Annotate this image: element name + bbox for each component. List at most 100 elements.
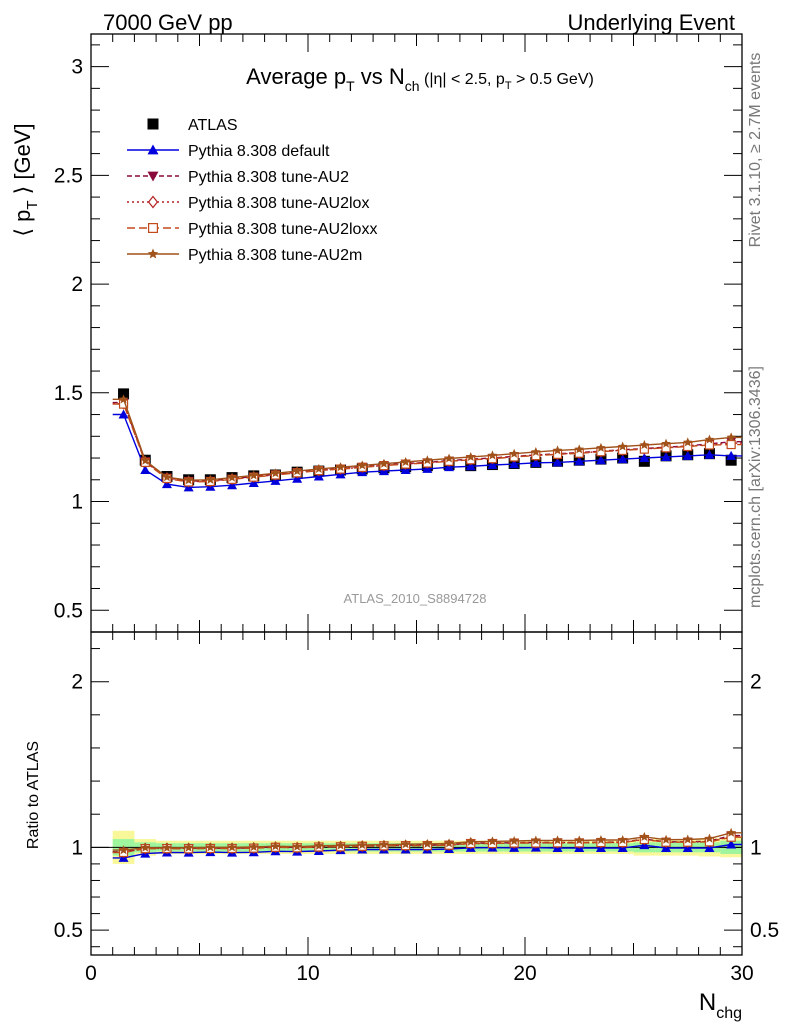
main-series-group bbox=[112, 388, 742, 492]
mcplots-label: mcplots.cern.ch [arXiv:1306.3436] bbox=[747, 366, 764, 608]
main-y-tick-label: 2.5 bbox=[54, 164, 83, 187]
ratio-point-AU2m bbox=[292, 841, 302, 851]
main-point-default bbox=[487, 459, 498, 469]
svg-text:Ratio to ATLAS: Ratio to ATLAS bbox=[25, 741, 42, 849]
ratio-point-AU2m bbox=[162, 842, 172, 852]
main-y-tick-label: 1.5 bbox=[54, 382, 83, 405]
legend-label: Pythia 8.308 tune-AU2m bbox=[188, 247, 362, 264]
main-point-AU2m bbox=[227, 472, 237, 482]
main-point-AU2m bbox=[379, 458, 389, 468]
ratio-point-AU2m bbox=[205, 842, 216, 852]
x-tick-label: 10 bbox=[296, 962, 319, 985]
main-point-AU2m bbox=[118, 394, 129, 404]
main-x-ticks bbox=[90, 34, 743, 632]
svg-text:⟨ pT ⟩ [GeV]: ⟨ pT ⟩ [GeV] bbox=[10, 123, 41, 236]
legend-item-AU2loxx: Pythia 8.308 tune-AU2loxx bbox=[127, 221, 377, 238]
legend-item-AU2lox: Pythia 8.308 tune-AU2lox bbox=[127, 195, 369, 212]
ratio-point-AU2m bbox=[314, 840, 324, 850]
legend-label: Pythia 8.308 tune-AU2 bbox=[188, 169, 349, 186]
main-panel: 0.5 1 1.5 2 2.5 3 Average pT vs Nch (|η| < 2.… bbox=[10, 33, 743, 633]
ratio-y-tick-label-right: 0.5 bbox=[750, 919, 779, 942]
x-tick-label: 20 bbox=[513, 962, 536, 985]
ratio-point-AU2m bbox=[596, 835, 606, 845]
main-y-tick-label: 1 bbox=[71, 491, 83, 514]
main-point-ATLAS bbox=[118, 388, 130, 400]
ratio-point-AU2m bbox=[465, 836, 476, 846]
main-point-AU2m bbox=[487, 450, 498, 460]
main-point-AU2m bbox=[574, 444, 585, 454]
legend-item-default: Pythia 8.308 default bbox=[127, 143, 330, 160]
ratio-point-AU2m bbox=[444, 838, 454, 848]
main-point-AU2m bbox=[639, 439, 650, 450]
main-y-axis-label: ⟨ pT ⟩ [GeV] bbox=[10, 123, 41, 236]
main-point-default bbox=[509, 459, 520, 469]
main-point-AU2m bbox=[205, 474, 216, 484]
main-point-AU2m bbox=[248, 470, 259, 480]
main-point-AU2m bbox=[661, 438, 671, 448]
main-point-default bbox=[574, 456, 585, 466]
ratio-point-default bbox=[726, 839, 737, 849]
main-point-default bbox=[595, 455, 606, 465]
legend-label: Pythia 8.308 default bbox=[188, 143, 330, 160]
ratio-frame bbox=[90, 631, 743, 956]
main-point-default bbox=[617, 454, 628, 464]
header-left: 7000 GeV pp bbox=[103, 10, 233, 35]
main-point-AU2m bbox=[400, 456, 411, 466]
legend-marker bbox=[147, 118, 159, 130]
main-point-default bbox=[726, 450, 737, 460]
main-point-AU2loxx bbox=[704, 440, 715, 450]
header-right: Underlying Event bbox=[567, 10, 735, 35]
main-point-default bbox=[118, 409, 129, 419]
main-point-AU2m bbox=[552, 445, 563, 455]
legend-marker bbox=[147, 171, 159, 182]
ratio-point-AU2m bbox=[183, 842, 194, 852]
ratio-point-AU2m bbox=[639, 831, 650, 841]
main-point-AU2m bbox=[140, 455, 151, 465]
main-point-AU2m bbox=[617, 441, 628, 451]
main-point-AU2m bbox=[726, 432, 736, 442]
main-point-AU2m bbox=[162, 472, 172, 482]
main-point-AU2m bbox=[596, 442, 606, 452]
main-point-ATLAS bbox=[725, 454, 737, 466]
svg-text:mcplots.cern.ch [arXiv:1306.34: mcplots.cern.ch [arXiv:1306.3436] bbox=[747, 366, 764, 608]
x-tick-label: 30 bbox=[730, 962, 753, 985]
main-point-AU2m bbox=[704, 434, 715, 444]
ratio-point-AU2m bbox=[661, 834, 671, 844]
ratio-panel: 0.5 0.5 1 1 2 2 0 10 20 30 Ratio to ATLAS Nchg bbox=[25, 631, 779, 1022]
legend-marker bbox=[147, 144, 159, 155]
rivet-label: Rivet 3.1.10, ≥ 2.7M events bbox=[747, 53, 764, 248]
main-point-AU2m bbox=[183, 475, 194, 485]
main-point-AU2loxx bbox=[726, 439, 736, 450]
ratio-point-AU2m bbox=[682, 834, 693, 844]
main-point-AU2m bbox=[270, 468, 281, 478]
main-point-default bbox=[465, 461, 476, 471]
legend-marker bbox=[147, 248, 159, 259]
ratio-point-AU2m bbox=[270, 841, 281, 851]
ratio-y-tick-label-right: 1 bbox=[750, 836, 762, 859]
x-tick-label: 0 bbox=[85, 962, 97, 985]
ratio-point-AU2m bbox=[248, 842, 259, 852]
ratio-point-AU2m bbox=[140, 842, 151, 852]
legend-label: Pythia 8.308 tune-AU2loxx bbox=[188, 221, 377, 238]
main-series-AU2lox bbox=[112, 397, 742, 488]
ratio-point-AU2m bbox=[726, 827, 736, 837]
ratio-point-AU2m bbox=[227, 842, 237, 852]
ratio-y-ticks: 0.5 0.5 1 1 2 2 bbox=[54, 648, 779, 948]
legend: ATLAS Pythia 8.308 default Pythia 8.308 tu… bbox=[127, 117, 377, 264]
ratio-point-AU2m bbox=[552, 835, 563, 845]
main-point-AU2m bbox=[509, 448, 519, 458]
main-point-AU2m bbox=[422, 455, 433, 465]
ratio-point-AU2m bbox=[617, 835, 628, 845]
legend-marker bbox=[148, 223, 159, 234]
legend-label: ATLAS bbox=[188, 117, 238, 134]
ratio-y-axis-label: Ratio to ATLAS bbox=[25, 741, 42, 849]
ratio-point-AU2m bbox=[118, 845, 129, 855]
main-point-AU2m bbox=[682, 437, 693, 447]
ratio-y-tick-label: 2 bbox=[71, 671, 83, 694]
main-point-AU2m bbox=[465, 451, 476, 461]
x-axis-label: Nchg bbox=[699, 989, 742, 1022]
legend-item-AU2m: Pythia 8.308 tune-AU2m bbox=[127, 247, 362, 264]
main-y-tick-label: 2 bbox=[71, 273, 83, 296]
svg-text:Rivet 3.1.10, ≥ 2.7M events: Rivet 3.1.10, ≥ 2.7M events bbox=[747, 53, 764, 248]
main-point-default bbox=[552, 457, 563, 467]
